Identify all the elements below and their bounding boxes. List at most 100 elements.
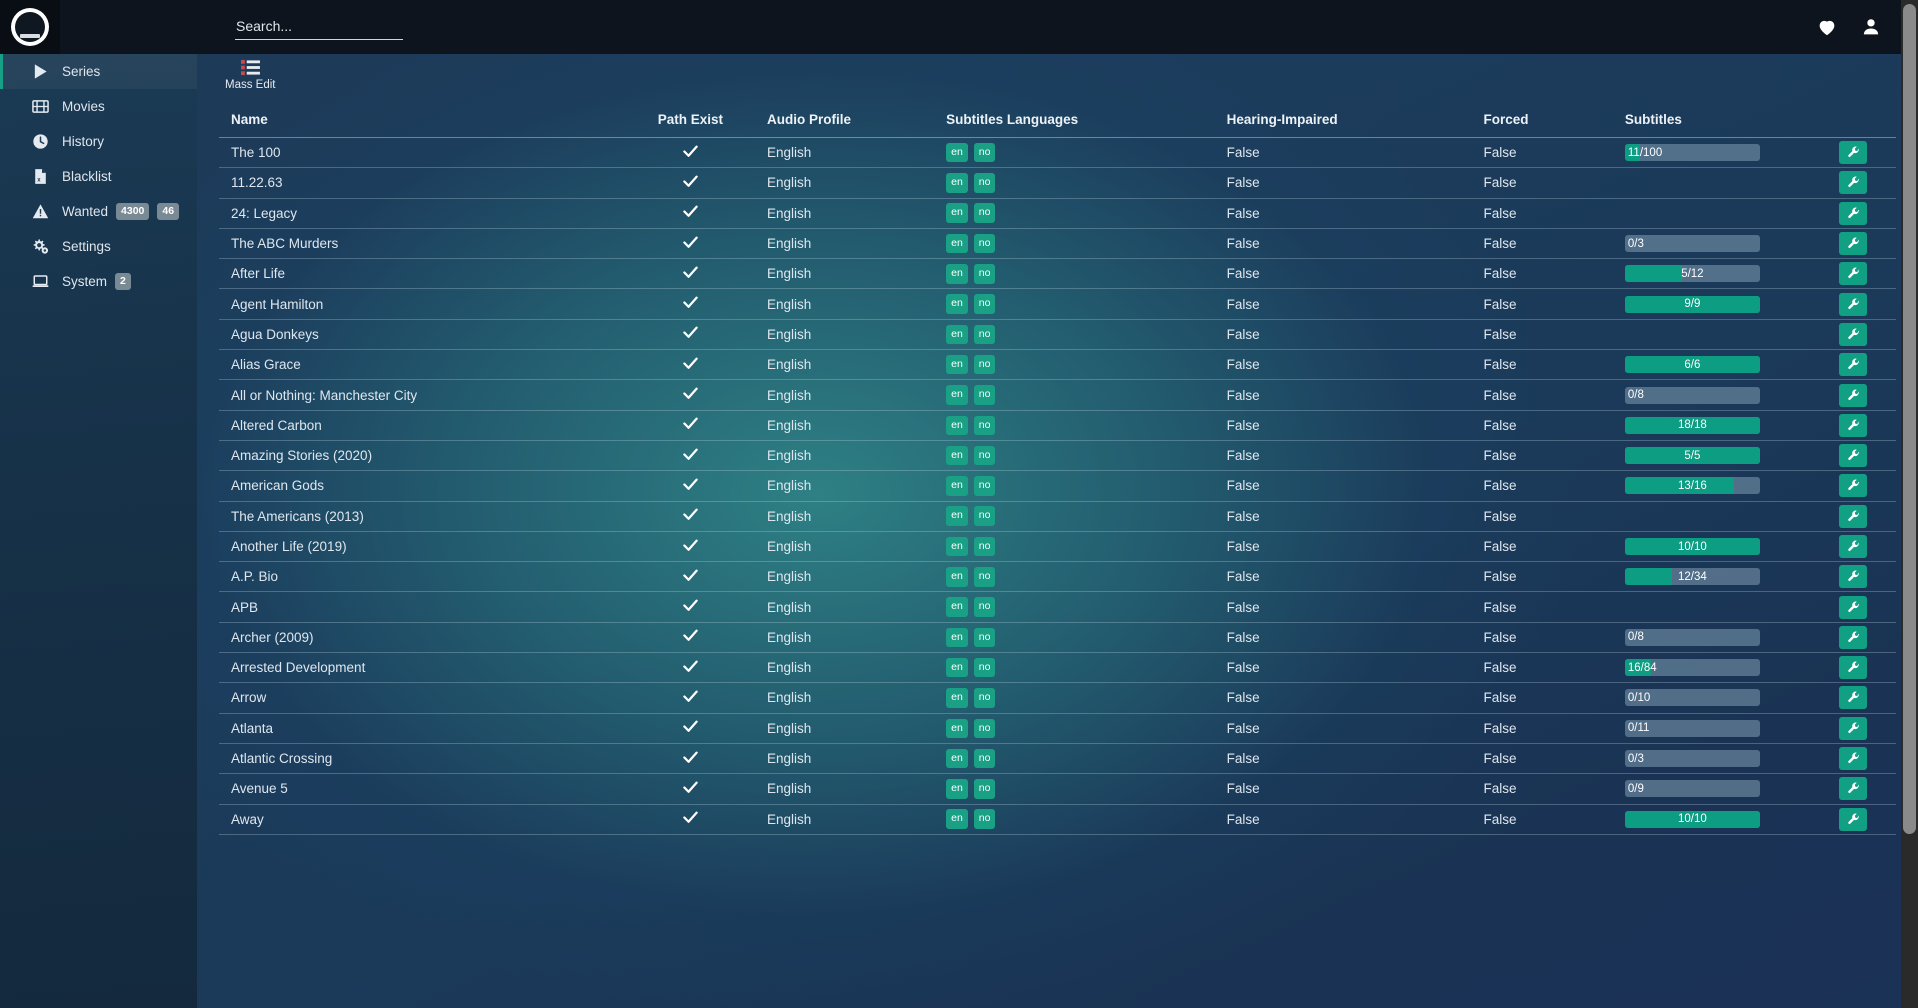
table-row[interactable]: A.P. Bio English en no False False 12/34 <box>219 561 1896 593</box>
page-scrollbar-thumb[interactable] <box>1903 4 1916 834</box>
sidebar-item-wanted[interactable]: Wanted 4300 46 <box>0 194 197 229</box>
table-row[interactable]: Agent Hamilton English en no False False 9/9 <box>219 288 1896 320</box>
cell-name[interactable]: The Americans (2013) <box>219 501 614 532</box>
cell-name[interactable]: 24: Legacy <box>219 198 614 229</box>
edit-series-button[interactable] <box>1839 474 1868 498</box>
edit-series-button[interactable] <box>1839 595 1868 619</box>
cell-name[interactable]: After Life <box>219 258 614 290</box>
cell-name[interactable]: All or Nothing: Manchester City <box>219 379 614 411</box>
page-scrollbar[interactable] <box>1901 0 1918 1008</box>
language-badge: en <box>946 748 968 769</box>
edit-series-button[interactable] <box>1839 777 1868 801</box>
table-row[interactable]: The 100 English en no False False 11/100 <box>219 137 1896 169</box>
search-input[interactable] <box>235 14 403 40</box>
cell-name[interactable]: 11.22.63 <box>219 167 614 199</box>
table-row[interactable]: Away English en no False False 10/10 <box>219 804 1896 835</box>
edit-series-button[interactable] <box>1839 686 1868 710</box>
edit-series-button[interactable] <box>1839 716 1868 740</box>
sidebar-item-movies[interactable]: Movies <box>0 89 197 124</box>
edit-series-button[interactable] <box>1839 413 1868 437</box>
mass-edit-button[interactable]: Mass Edit <box>219 57 282 93</box>
sidebar-item-blacklist[interactable]: x Blacklist <box>0 159 197 194</box>
edit-series-button[interactable] <box>1839 625 1868 649</box>
cell-name[interactable]: Amazing Stories (2020) <box>219 440 614 472</box>
column-header-hearing-impaired[interactable]: Hearing-Impaired <box>1226 101 1484 138</box>
edit-series-button[interactable] <box>1839 171 1868 195</box>
cell-name[interactable]: Arrested Development <box>219 652 614 684</box>
table-row[interactable]: Another Life (2019) English en no False Fals… <box>219 531 1896 563</box>
table-row[interactable]: Avenue 5 English en no False False 0/9 <box>219 773 1896 805</box>
language-badge: en <box>946 203 968 223</box>
edit-series-button[interactable] <box>1839 383 1868 407</box>
edit-series-button[interactable] <box>1839 504 1868 528</box>
column-header-forced[interactable]: Forced <box>1483 101 1625 138</box>
cell-name[interactable]: Atlantic Crossing <box>219 743 614 775</box>
sidebar-item-history[interactable]: History <box>0 124 197 159</box>
edit-series-button[interactable] <box>1839 353 1868 377</box>
edit-series-button[interactable] <box>1839 444 1868 468</box>
cell-name[interactable]: Away <box>219 804 614 835</box>
cell-name[interactable]: Agent Hamilton <box>219 288 614 320</box>
cell-audio-profile: English <box>766 440 947 472</box>
table-row[interactable]: Amazing Stories (2020) English en no False F… <box>219 440 1896 472</box>
sidebar-item-system[interactable]: System 2 <box>0 264 197 299</box>
table-row[interactable]: Arrested Development English en no False Fal… <box>219 652 1896 684</box>
edit-series-button[interactable] <box>1839 807 1868 831</box>
cell-name[interactable]: The ABC Murders <box>219 228 614 260</box>
edit-series-button[interactable] <box>1839 292 1868 316</box>
cell-name[interactable]: Atlanta <box>219 713 614 744</box>
cell-name[interactable]: Another Life (2019) <box>219 531 614 563</box>
progress-bar: 0/8 <box>1624 628 1760 646</box>
column-header-audio-profile[interactable]: Audio Profile <box>766 101 947 138</box>
cell-name[interactable]: APB <box>219 591 614 623</box>
table-row[interactable]: Alias Grace English en no False False 6/6 <box>219 349 1896 381</box>
table-row[interactable]: The Americans (2013) English en no False Fal… <box>219 501 1896 532</box>
table-row[interactable]: APB English en no False False <box>219 591 1896 623</box>
edit-series-button[interactable] <box>1839 201 1868 225</box>
language-badge: en <box>946 597 968 617</box>
table-row[interactable]: Archer (2009) English en no False False 0/8 <box>219 622 1896 654</box>
table-row[interactable]: Altered Carbon English en no False False 18/1… <box>219 410 1896 441</box>
edit-series-button[interactable] <box>1839 565 1868 589</box>
table-row[interactable]: After Life English en no False False 5/12 <box>219 258 1896 290</box>
edit-series-button[interactable] <box>1839 262 1868 286</box>
app-logo[interactable] <box>0 0 60 54</box>
table-row[interactable]: Atlanta English en no False False 0/11 <box>219 713 1896 744</box>
table-row[interactable]: 24: Legacy English en no False False <box>219 198 1896 229</box>
table-row[interactable]: The ABC Murders English en no False False 0/3 <box>219 228 1896 260</box>
cell-name[interactable]: The 100 <box>219 137 614 169</box>
edit-series-button[interactable] <box>1839 232 1868 256</box>
column-header-subtitles[interactable]: Subtitles <box>1624 101 1840 138</box>
cell-name[interactable]: Arrow <box>219 682 614 714</box>
table-row[interactable]: Atlantic Crossing English en no False False 0… <box>219 743 1896 775</box>
table-row[interactable]: Agua Donkeys English en no False False <box>219 319 1896 351</box>
cell-name[interactable]: Archer (2009) <box>219 622 614 654</box>
cell-name[interactable]: Alias Grace <box>219 349 614 381</box>
edit-series-button[interactable] <box>1839 747 1868 771</box>
table-row[interactable]: All or Nothing: Manchester City English e… <box>219 379 1896 411</box>
cell-name[interactable]: Avenue 5 <box>219 773 614 805</box>
sidebar-item-series[interactable]: Series <box>0 54 197 89</box>
cell-name[interactable]: A.P. Bio <box>219 561 614 593</box>
edit-series-button[interactable] <box>1839 141 1868 165</box>
sidebar-item-settings[interactable]: Settings <box>0 229 197 264</box>
cell-actions <box>1839 682 1896 714</box>
table-row[interactable]: 11.22.63 English en no False False <box>219 167 1896 199</box>
check-icon <box>683 690 698 706</box>
edit-series-button[interactable] <box>1839 656 1868 680</box>
cell-audio-profile: English <box>766 652 947 684</box>
table-row[interactable]: American Gods English en no False False 13/16 <box>219 470 1896 502</box>
edit-series-button[interactable] <box>1839 322 1868 346</box>
cell-name[interactable]: Agua Donkeys <box>219 319 614 351</box>
cell-path-exist <box>613 198 767 229</box>
column-header-name[interactable]: Name <box>219 101 614 138</box>
column-header-subtitles-languages[interactable]: Subtitles Languages <box>946 101 1227 138</box>
cell-name[interactable]: American Gods <box>219 470 614 502</box>
table-row[interactable]: Arrow English en no False False 0/10 <box>219 682 1896 714</box>
sidebar-item-label: Wanted <box>62 204 109 219</box>
user-icon[interactable] <box>1860 16 1882 38</box>
edit-series-button[interactable] <box>1839 535 1868 558</box>
cell-name[interactable]: Altered Carbon <box>219 410 614 441</box>
column-header-path-exist[interactable]: Path Exist <box>613 101 767 138</box>
heart-icon[interactable] <box>1816 16 1838 38</box>
